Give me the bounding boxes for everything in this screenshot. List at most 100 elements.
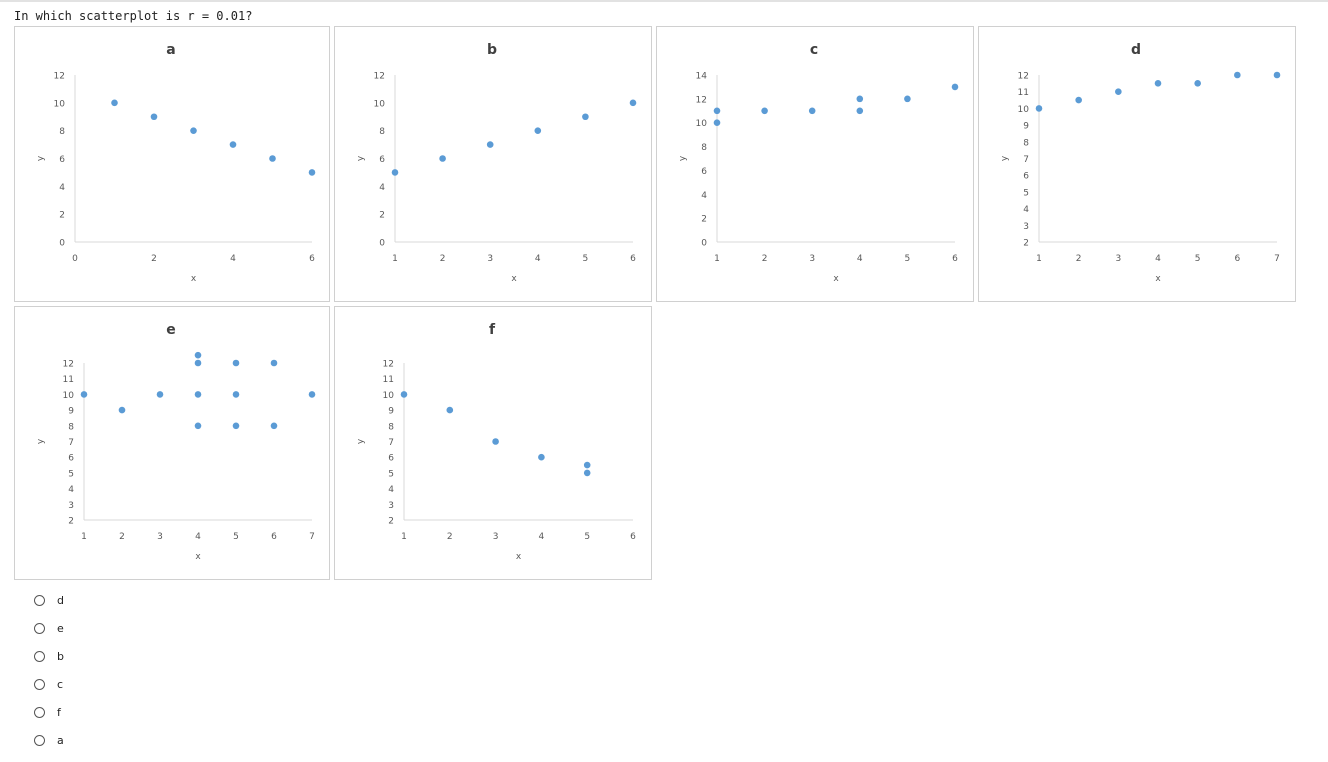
data-point <box>270 359 278 367</box>
y-tick-label: 6 <box>68 454 74 464</box>
chart-title: c <box>810 42 818 58</box>
question-text: In which scatterplot is r = 0.01? <box>14 9 253 23</box>
x-axis-label: x <box>195 552 201 562</box>
scatterplot-f: f 2 3 4 5 6 7 8 9 10 11 12 1 2 3 4 5 6 x y <box>334 306 652 580</box>
radio-button[interactable] <box>34 650 45 662</box>
data-point <box>111 99 118 107</box>
data-point <box>951 83 959 91</box>
x-tick-label: 3 <box>493 532 499 542</box>
option-a[interactable]: a <box>34 726 64 754</box>
option-e[interactable]: e <box>34 614 64 642</box>
data-point <box>534 127 542 134</box>
scatterplot-b: b 0 2 4 6 8 10 12 1 2 3 4 5 6 x y <box>334 26 652 302</box>
y-tick-label: 12 <box>54 72 65 82</box>
y-tick-label: 4 <box>68 485 74 495</box>
radio-button[interactable] <box>34 678 45 690</box>
y-tick-label: 10 <box>1018 105 1030 115</box>
y-tick-label: 6 <box>59 155 65 165</box>
radio-button[interactable] <box>34 594 45 606</box>
option-b[interactable]: b <box>34 642 64 670</box>
y-tick-label: 2 <box>388 517 394 527</box>
y-tick-label: 4 <box>388 485 394 495</box>
y-tick-label: 6 <box>701 167 707 177</box>
x-tick-label: 1 <box>1036 254 1042 264</box>
data-point <box>1035 105 1043 112</box>
y-tick-label: 2 <box>1023 239 1029 249</box>
y-tick-label: 5 <box>388 469 394 479</box>
option-f[interactable]: f <box>34 698 64 726</box>
top-divider <box>0 0 1328 2</box>
y-tick-label: 9 <box>1023 122 1029 132</box>
x-tick-label: 1 <box>401 532 407 542</box>
y-tick-label: 10 <box>374 99 386 109</box>
x-tick-label: 1 <box>714 254 720 264</box>
y-tick-label: 10 <box>696 119 708 129</box>
data-point <box>1075 96 1082 104</box>
data-point <box>1234 71 1241 79</box>
chart-title: b <box>487 42 497 58</box>
data-point <box>150 113 158 121</box>
option-label: f <box>57 705 61 719</box>
data-point <box>583 469 591 477</box>
data-point <box>1154 80 1162 87</box>
answer-options: d e b c f a <box>34 586 64 754</box>
x-tick-label: 4 <box>230 254 236 264</box>
y-tick-label: 8 <box>379 127 385 137</box>
y-tick-label: 8 <box>1023 138 1029 148</box>
option-label: c <box>57 677 64 691</box>
data-point <box>808 107 816 115</box>
y-tick-label: 7 <box>68 438 74 448</box>
data-point <box>400 391 408 398</box>
x-tick-label: 2 <box>447 532 453 542</box>
y-tick-label: 7 <box>1023 155 1029 165</box>
y-tick-label: 2 <box>59 211 65 221</box>
y-tick-label: 0 <box>379 239 385 249</box>
data-point <box>904 95 911 103</box>
data-point <box>232 391 240 398</box>
y-tick-label: 10 <box>54 99 66 109</box>
y-tick-label: 12 <box>374 72 385 82</box>
x-tick-label: 5 <box>583 254 589 264</box>
x-tick-label: 7 <box>309 532 315 542</box>
x-axis-label: x <box>1155 274 1161 284</box>
data-point <box>269 155 276 162</box>
x-tick-label: 4 <box>195 532 201 542</box>
option-c[interactable]: c <box>34 670 64 698</box>
x-tick-label: 4 <box>1155 254 1161 264</box>
x-tick-label: 5 <box>905 254 911 264</box>
data-point <box>308 391 316 398</box>
data-point <box>232 359 240 367</box>
y-tick-label: 12 <box>1018 72 1029 82</box>
y-axis-label: y <box>356 155 366 161</box>
x-tick-label: 2 <box>1076 254 1082 264</box>
radio-button[interactable] <box>34 734 45 746</box>
radio-button[interactable] <box>34 622 45 634</box>
data-point <box>194 422 202 430</box>
data-point <box>156 391 164 398</box>
y-tick-label: 11 <box>383 375 394 385</box>
x-tick-label: 6 <box>630 254 636 264</box>
y-tick-label: 5 <box>68 469 74 479</box>
y-tick-label: 12 <box>63 360 74 370</box>
x-tick-label: 3 <box>487 254 493 264</box>
data-point <box>1194 80 1201 87</box>
data-point <box>232 422 240 430</box>
y-tick-label: 4 <box>59 183 65 193</box>
chart-title: d <box>1131 42 1141 58</box>
option-d[interactable]: d <box>34 586 64 614</box>
y-tick-label: 0 <box>59 239 65 249</box>
radio-button[interactable] <box>34 706 45 718</box>
data-point <box>190 127 197 134</box>
chart-title: e <box>166 322 176 338</box>
x-tick-label: 6 <box>630 532 636 542</box>
x-tick-label: 1 <box>392 254 398 264</box>
data-point <box>486 141 494 148</box>
data-point <box>538 453 545 461</box>
x-axis-label: x <box>511 274 517 284</box>
x-tick-label: 5 <box>1195 254 1201 264</box>
data-point <box>270 422 278 430</box>
x-tick-label: 2 <box>440 254 446 264</box>
y-tick-label: 6 <box>379 155 385 165</box>
y-tick-label: 3 <box>1023 222 1029 232</box>
